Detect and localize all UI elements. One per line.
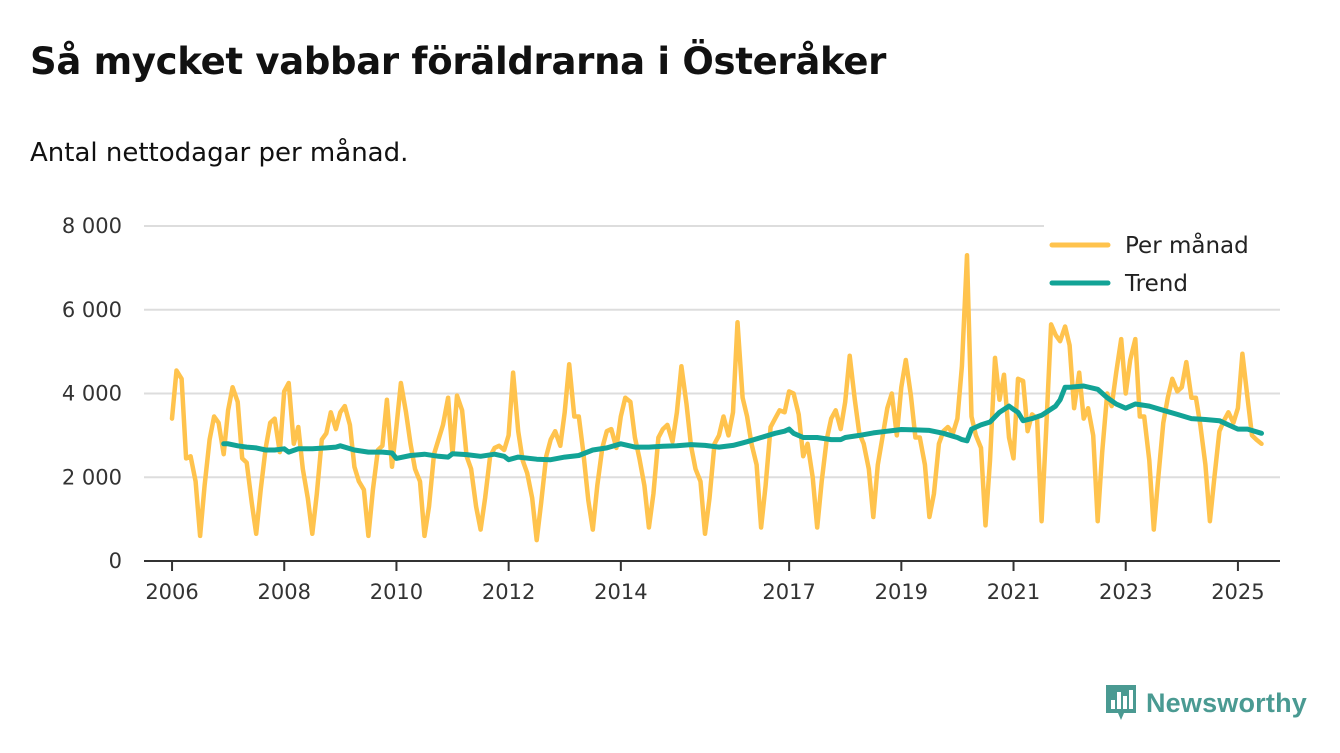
series-line-per-manad xyxy=(169,253,1264,543)
x-tick-label: 2021 xyxy=(987,580,1040,604)
legend-background xyxy=(1044,222,1284,308)
legend-label-per-manad: Per månad xyxy=(1125,231,1249,259)
brand-name: Newsworthy xyxy=(1145,687,1307,718)
chart-title: Så mycket vabbar föräldrarna i Österåker xyxy=(30,40,887,83)
x-tick-label: 2023 xyxy=(1099,580,1152,604)
legend: Per månad Trend xyxy=(1044,222,1284,308)
x-tick-label: 2006 xyxy=(145,580,198,604)
bar-chart-logo-icon xyxy=(1105,685,1136,720)
x-tick-label: 2008 xyxy=(258,580,311,604)
y-tick-label: 4 000 xyxy=(62,382,122,406)
y-tick-label: 2 000 xyxy=(62,465,122,489)
axes: 0 2 000 4 000 6 000 8 000 2006 2008 2010 2012 201… xyxy=(62,214,1280,604)
x-tick-label: 2010 xyxy=(370,580,423,604)
y-tick-label: 0 xyxy=(109,549,122,573)
chart-subtitle: Antal nettodagar per månad. xyxy=(30,138,409,168)
series xyxy=(169,253,1264,543)
x-tick-label: 2014 xyxy=(594,580,647,604)
series-line-trend xyxy=(221,383,1264,463)
x-tick-label: 2025 xyxy=(1211,580,1264,604)
x-tick-label: 2019 xyxy=(875,580,928,604)
x-tick-label: 2017 xyxy=(762,580,815,604)
y-tick-label: 8 000 xyxy=(62,214,122,238)
x-tick-label: 2012 xyxy=(482,580,535,604)
legend-label-trend: Trend xyxy=(1124,271,1188,297)
y-tick-label: 6 000 xyxy=(62,298,122,322)
brand-logo: Newsworthy xyxy=(1104,683,1307,723)
